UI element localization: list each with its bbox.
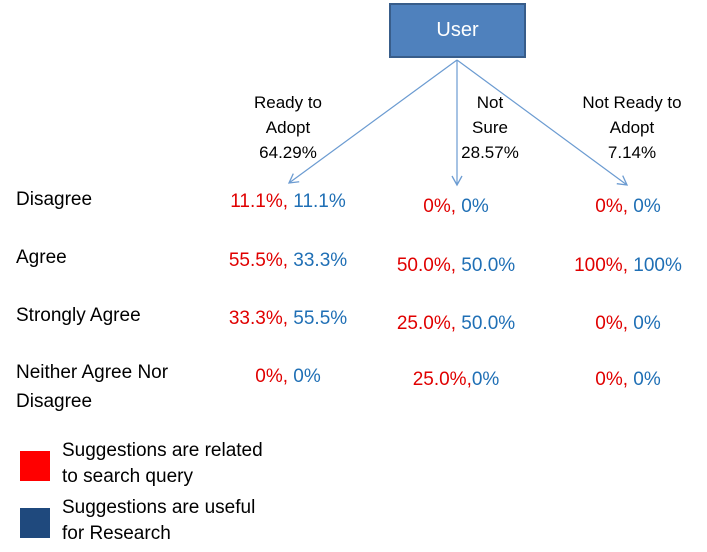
cell-strongly-ready: 33.3%, 55.5% [208,308,368,330]
cell-disagree-notready: 0%, 0% [548,196,707,218]
group-not-ready: Not Ready to Adopt 7.14% [562,90,702,165]
group-line: Sure [472,118,508,137]
value-related: 0% [595,369,623,390]
cell-strongly-notready: 0%, 0% [548,313,707,335]
row-label-agree: Agree [16,243,67,272]
row-label-text: Disagree [16,391,93,412]
value-related: 100% [574,255,623,276]
value-separator: , [282,191,294,212]
value-separator: , [466,369,472,390]
group-not-sure: Not Sure 28.57% [440,90,540,165]
legend-label-related: Suggestions are related to search query [62,438,263,490]
value-related: 0% [423,196,451,217]
cell-agree-notready: 100%, 100% [548,255,707,277]
group-line: Adopt [265,118,311,137]
cell-neither-notready: 0%, 0% [548,369,707,391]
value-useful: 0% [461,196,489,217]
row-label-text: Agree [16,247,67,268]
cell-agree-ready: 55.5%, 33.3% [208,250,368,272]
row-label-strongly-agree: Strongly Agree [16,301,141,330]
value-useful: 0% [633,313,661,334]
value-related: 25.0% [396,313,451,334]
value-useful: 0% [633,369,661,390]
value-related: 33.3% [228,308,283,329]
value-separator: , [622,255,634,276]
arrow-not-ready [456,59,629,186]
value-useful: 0% [633,196,661,217]
legend-line: Suggestions are related [62,440,263,461]
value-related: 0% [595,313,623,334]
legend-line: for Research [62,523,171,544]
group-ready-to-adopt: Ready to Adopt 64.29% [218,90,358,165]
legend-swatch-related [20,451,50,481]
value-related: 0% [595,196,623,217]
legend-line: to search query [62,466,193,487]
value-related: 55.5% [228,250,283,271]
cell-strongly-notsure: 25.0%, 50.0% [376,313,536,335]
cell-neither-ready: 0%, 0% [208,366,368,388]
value-related: 25.0% [412,369,467,390]
legend-line: Suggestions are useful [62,497,256,518]
row-label-text: Disagree [16,189,93,210]
value-separator: , [622,313,634,334]
row-label-text: Neither Agree Nor [16,362,169,383]
group-percent: 28.57% [461,143,519,162]
group-line: Adopt [609,118,655,137]
group-percent: 64.29% [259,143,317,162]
value-related: 50.0% [396,255,451,276]
value-useful: 33.3% [293,250,348,271]
legend-swatch-useful [20,508,50,538]
row-label-text: Strongly Agree [16,305,141,326]
value-separator: , [450,255,462,276]
value-separator: , [282,250,294,271]
value-useful: 55.5% [293,308,348,329]
cell-agree-notsure: 50.0%, 50.0% [376,255,536,277]
value-separator: , [622,196,634,217]
value-useful: 11.1% [293,191,346,212]
value-related: 0% [255,366,283,387]
value-useful: 100% [633,255,682,276]
legend-label-useful: Suggestions are useful for Research [62,495,255,547]
group-line: Not [476,93,504,112]
group-line: Ready to [253,93,323,112]
arrow-ready-to-adopt [287,59,458,184]
cell-disagree-ready: 11.1%, 11.1% [208,191,368,213]
value-related: 11.1% [230,191,283,212]
group-line: Not Ready to [582,93,682,112]
value-separator: , [622,369,634,390]
user-node-label: User [436,19,479,41]
value-separator: , [282,366,294,387]
value-useful: 50.0% [461,313,516,334]
value-separator: , [282,308,294,329]
row-label-disagree: Disagree [16,185,92,214]
value-separator: , [450,313,462,334]
cell-neither-notsure: 25.0%,0% [376,369,536,391]
row-label-neither: Neither Agree Nor Disagree [16,358,168,416]
cell-disagree-notsure: 0%, 0% [376,196,536,218]
value-separator: , [450,196,462,217]
user-node: User [389,3,526,58]
group-percent: 7.14% [607,143,657,162]
value-useful: 50.0% [461,255,516,276]
value-useful: 0% [471,369,500,390]
value-useful: 0% [293,366,321,387]
